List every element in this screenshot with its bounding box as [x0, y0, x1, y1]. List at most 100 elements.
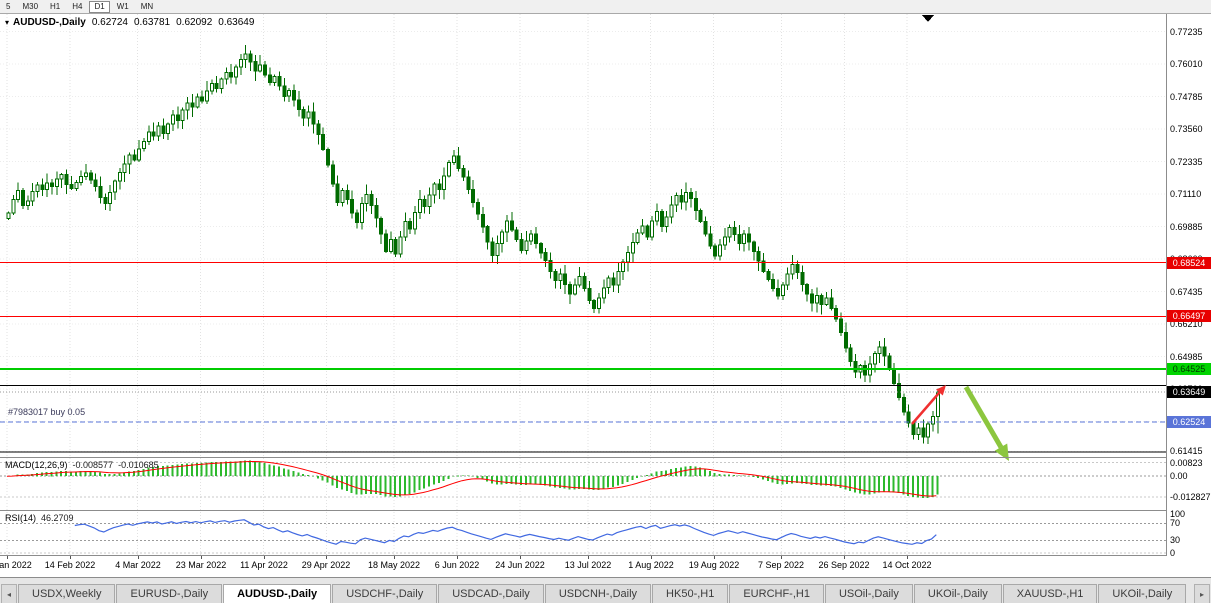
rsi-axis-label: 70	[1170, 518, 1181, 529]
macd-axis-label: -0.012827	[1170, 492, 1211, 503]
time-axis-tick	[326, 556, 327, 559]
chart-tab-ukoil-daily[interactable]: UKOil-,Daily	[913, 584, 1002, 603]
time-axis-tick	[138, 556, 139, 559]
chart-tab-hk50-h1[interactable]: HK50-,H1	[652, 584, 729, 603]
price-axis-label: 0.72335	[1170, 156, 1203, 167]
ohlc-close: 0.63649	[218, 17, 255, 28]
time-axis-tick	[394, 556, 395, 559]
rsi-axis-label: 30	[1170, 535, 1181, 546]
timeframe-toolbar: 5 M30 H1 H4 D1 W1 MN	[0, 0, 1211, 14]
chart-symbol-period: AUDUSD-,Daily	[13, 17, 86, 28]
rsi-value: 46.2709	[41, 513, 74, 523]
rsi-title: RSI(14)	[5, 513, 37, 523]
chart-tab-ukoil-daily[interactable]: UKOil-,Daily	[1098, 584, 1187, 603]
time-axis-tick	[907, 556, 908, 559]
price-axis[interactable]: 0.77235 0.76010 0.74785 0.73560 0.72335 0.711…	[1166, 14, 1211, 558]
price-badge-0.68524: 0.68524	[1167, 256, 1211, 269]
timeframe-button-H4[interactable]: H4	[67, 0, 88, 13]
price-axis-label: 0.66210	[1170, 319, 1203, 330]
time-axis-label: 18 May 2022	[367, 560, 421, 570]
time-axis-tick	[457, 556, 458, 559]
timeframe-button-D1[interactable]: D1	[89, 0, 110, 13]
rsi-axis-label: 0	[1170, 548, 1176, 558]
price-axis-label: 0.69885	[1170, 221, 1203, 232]
price-axis-label: 0.76010	[1170, 59, 1203, 70]
tab-scroll-right-button[interactable]: ▸	[1194, 584, 1210, 603]
macd-title: MACD(12,26,9)	[5, 460, 68, 470]
macd-axis-label: 0.00823	[1170, 457, 1203, 468]
price-axis-label: 0.77235	[1170, 26, 1203, 37]
price-chart-canvas[interactable]	[0, 14, 1211, 577]
time-axis-label: 26 Jan 2022	[0, 560, 32, 570]
time-axis-label: 11 Apr 2022	[240, 560, 288, 570]
time-axis-label: 1 Aug 2022	[628, 560, 674, 570]
time-axis-tick	[264, 556, 265, 559]
chart-tab-bar: ◂ USDX,Weekly EURUSD-,Daily AUDUSD-,Daily U…	[0, 577, 1211, 603]
time-axis-label: 26 Sep 2022	[818, 560, 870, 570]
chart-tab-audusd-daily[interactable]: AUDUSD-,Daily	[223, 584, 332, 603]
time-axis-label: 14 Oct 2022	[882, 560, 932, 570]
price-axis-label: 0.67435	[1170, 286, 1203, 297]
open-position-label: #7983017 buy 0.05	[8, 407, 86, 417]
macd-panel-separator[interactable]	[0, 457, 1166, 458]
timeframe-buttons: 5 M30 H1 H4 D1 W1 MN	[0, 0, 159, 13]
buy-signal-arrow[interactable]	[911, 385, 946, 425]
price-badge-0.64525: 0.64525	[1167, 362, 1211, 375]
chart-area[interactable]: ▾ AUDUSD-,Daily 0.62724 0.63781 0.62092 0.636…	[0, 14, 1211, 577]
chart-context-icon[interactable]: ▾	[5, 18, 10, 27]
time-axis-tick	[844, 556, 845, 559]
rsi-panel-separator[interactable]	[0, 510, 1166, 511]
time-axis-tick	[7, 556, 8, 559]
macd-axis-label: 0.00	[1170, 471, 1188, 482]
price-badge-0.63649: 0.63649	[1167, 386, 1211, 399]
rsi-indicator-label: RSI(14) 46.2709	[5, 513, 74, 523]
chart-tab-eurchf-h1[interactable]: EURCHF-,H1	[729, 584, 824, 603]
ohlc-low: 0.62092	[176, 17, 213, 28]
time-axis-label: 7 Sep 2022	[757, 560, 805, 570]
chart-tab-eurusd-daily[interactable]: EURUSD-,Daily	[116, 584, 223, 603]
tab-scroll-left-button[interactable]: ◂	[1, 584, 17, 603]
chart-tabs: USDX,Weekly EURUSD-,Daily AUDUSD-,Daily USD…	[18, 584, 1193, 603]
rsi-axis-label: 100	[1170, 509, 1186, 519]
time-axis-label: 29 Apr 2022	[301, 560, 351, 570]
macd-indicator-label: MACD(12,26,9) -0.008577 -0.010685	[5, 460, 159, 470]
macd-main-value: -0.008577	[72, 460, 114, 470]
ohlc-high: 0.63781	[133, 17, 171, 28]
price-badge-0.62524: 0.62524	[1167, 415, 1211, 428]
time-axis-label: 6 Jun 2022	[434, 560, 480, 570]
time-axis-tick	[714, 556, 715, 559]
chart-tab-usdchf-daily[interactable]: USDCHF-,Daily	[332, 584, 438, 603]
time-axis-label: 14 Feb 2022	[44, 560, 96, 570]
time-axis-tick	[651, 556, 652, 559]
price-axis-label: 0.71110	[1170, 189, 1202, 200]
timeframe-button-W1[interactable]: W1	[111, 0, 134, 13]
time-axis-label: 4 Mar 2022	[115, 560, 161, 570]
price-axis-label: 0.61415	[1170, 446, 1203, 457]
timeframe-button-5[interactable]: 5	[1, 0, 16, 13]
price-badge-0.66497: 0.66497	[1167, 310, 1211, 323]
time-axis-tick	[70, 556, 71, 559]
chart-tab-usdcad-daily[interactable]: USDCAD-,Daily	[438, 584, 544, 603]
time-axis-tick	[588, 556, 589, 559]
price-axis-label: 0.74785	[1170, 91, 1203, 102]
time-axis-label: 13 Jul 2022	[564, 560, 612, 570]
time-axis-tick	[781, 556, 782, 559]
chart-tab-xauusd-h1[interactable]: XAUUSD-,H1	[1002, 584, 1098, 603]
chart-header: ▾ AUDUSD-,Daily 0.62724 0.63781 0.62092 0.636…	[5, 17, 260, 28]
timeframe-button-M30[interactable]: M30	[17, 0, 44, 13]
time-axis-separator	[0, 555, 1166, 556]
chart-tab-usdcnh-daily[interactable]: USDCNH-,Daily	[544, 584, 652, 603]
macd-signal-value: -0.010685	[118, 460, 159, 470]
chart-shift-marker-icon[interactable]	[922, 15, 934, 22]
timeframe-button-H1[interactable]: H1	[45, 0, 66, 13]
timeframe-button-MN[interactable]: MN	[135, 0, 159, 13]
ohlc-open: 0.62724	[91, 17, 128, 28]
price-axis-label: 0.64985	[1170, 351, 1203, 362]
time-axis-label: 24 Jun 2022	[495, 560, 545, 570]
sell-projection-arrow[interactable]	[963, 385, 1009, 461]
chart-tab-usoil-daily[interactable]: USOil-,Daily	[824, 584, 913, 603]
price-axis-label: 0.73560	[1170, 124, 1203, 135]
time-axis[interactable]: 26 Jan 2022 14 Feb 2022 4 Mar 2022 23 Mar 2…	[0, 556, 1166, 577]
chart-tab-usdx-weekly[interactable]: USDX,Weekly	[18, 584, 116, 603]
